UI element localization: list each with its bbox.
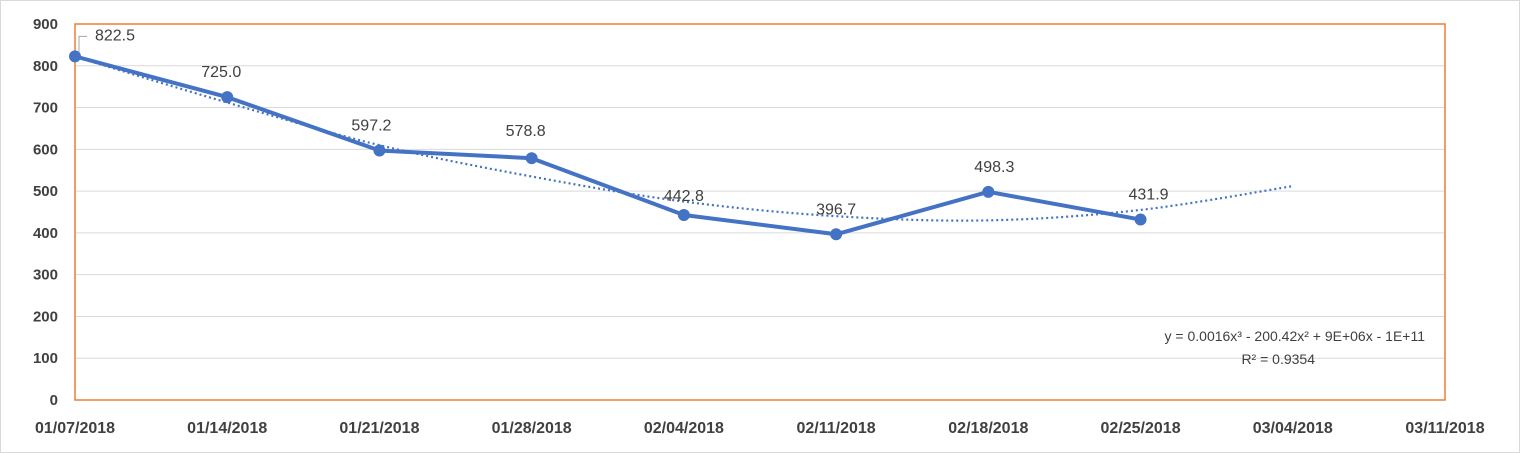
data-label: 498.3 — [974, 159, 1014, 176]
x-tick-label: 01/28/2018 — [492, 420, 572, 437]
data-label: 396.7 — [816, 201, 856, 218]
x-axis: 01/07/2018 01/14/2018 01/21/2018 01/28/2018… — [35, 420, 1485, 437]
y-tick-label: 600 — [33, 141, 58, 158]
data-label: 578.8 — [506, 123, 546, 140]
trendline — [74, 55, 1293, 222]
series — [69, 50, 1147, 241]
y-tick-label: 700 — [33, 100, 58, 117]
y-tick-label: 400 — [33, 225, 58, 242]
y-tick-label: 100 — [33, 350, 58, 367]
data-label: 822.5 — [95, 27, 135, 44]
x-tick-label: 01/21/2018 — [339, 420, 419, 437]
data-point — [1134, 213, 1147, 226]
x-tick-label: 02/18/2018 — [948, 420, 1028, 437]
data-point — [373, 144, 386, 157]
x-tick-label: 01/14/2018 — [187, 420, 267, 437]
trendline-equation-text: y = 0.0016x³ - 200.42x² + 9E+06x - 1E+11 — [1165, 328, 1426, 344]
x-tick-label: 03/04/2018 — [1253, 420, 1333, 437]
data-point — [221, 91, 234, 104]
y-tick-label: 800 — [33, 58, 58, 75]
plot-area-border — [74, 23, 1446, 401]
y-axis: 0 100 200 300 400 500 600 700 800 900 — [33, 16, 58, 409]
y-tick-label: 500 — [33, 183, 58, 200]
gridlines — [75, 23, 1445, 359]
data-point — [677, 209, 690, 222]
data-label: 725.0 — [201, 64, 241, 81]
data-point — [525, 152, 538, 165]
x-tick-label: 02/04/2018 — [644, 420, 724, 437]
y-tick-label: 900 — [33, 16, 58, 33]
x-tick-label: 01/07/2018 — [35, 420, 115, 437]
data-label: 442.8 — [664, 188, 704, 205]
data-label: 431.9 — [1129, 187, 1169, 204]
trendline-path — [74, 55, 1293, 222]
trendline-equation: y = 0.0016x³ - 200.42x² + 9E+06x - 1E+11… — [1165, 328, 1426, 367]
y-tick-label: 300 — [33, 267, 58, 284]
series-line — [74, 54, 1141, 237]
x-tick-label: 02/11/2018 — [797, 420, 876, 437]
data-point — [69, 50, 81, 63]
data-point — [982, 185, 995, 198]
x-tick-label: 03/11/2018 — [1405, 420, 1484, 437]
data-labels: 822.5 725.0 597.2 578.8 442.8 396.7 498.3 431.9 — [78, 27, 1169, 218]
data-label-leader — [78, 35, 87, 53]
x-tick-label: 02/25/2018 — [1101, 420, 1181, 437]
y-tick-label: 200 — [33, 308, 58, 325]
data-point — [830, 228, 843, 241]
trendline-r2-text: R² = 0.9354 — [1241, 351, 1315, 367]
y-tick-label: 0 — [50, 392, 58, 409]
data-label: 597.2 — [351, 118, 391, 135]
